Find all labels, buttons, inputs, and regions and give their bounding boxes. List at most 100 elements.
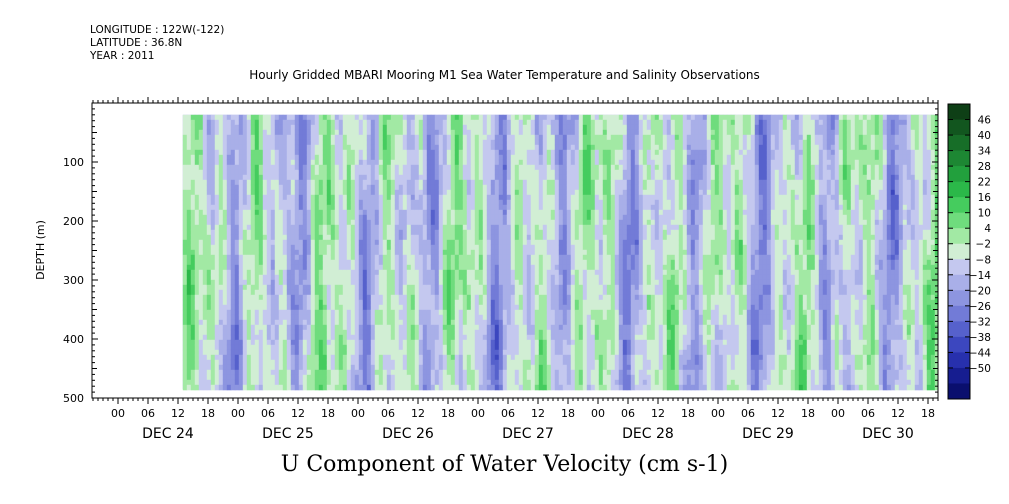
heatmap-cell: [414, 279, 420, 286]
heatmap-cell: [470, 314, 476, 321]
heatmap-cell: [454, 384, 460, 391]
heatmap-cell: [334, 349, 340, 356]
heatmap-cell: [390, 294, 396, 301]
heatmap-cell: [246, 334, 252, 341]
heatmap-cell: [214, 174, 220, 181]
heatmap-cell: [402, 294, 408, 301]
heatmap-cell: [374, 184, 380, 191]
heatmap-cell: [474, 334, 480, 341]
heatmap-cell: [218, 359, 224, 366]
heatmap-cell: [334, 129, 340, 136]
heatmap-cell: [490, 379, 496, 386]
heatmap-cell: [478, 219, 484, 226]
heatmap-cell: [246, 269, 252, 276]
heatmap-cell: [522, 179, 528, 186]
heatmap-cell: [398, 289, 404, 296]
heatmap-cell: [538, 289, 544, 296]
heatmap-cell: [230, 234, 236, 241]
heatmap-cell: [506, 124, 512, 131]
heatmap-cell: [430, 164, 436, 171]
heatmap-cell: [302, 189, 308, 196]
heatmap-cell: [538, 149, 544, 156]
heatmap-cell: [502, 314, 508, 321]
heatmap-cell: [318, 189, 324, 196]
heatmap-cell: [322, 374, 328, 381]
heatmap-cell: [470, 119, 476, 126]
heatmap-cell: [466, 174, 472, 181]
heatmap-cell: [370, 294, 376, 301]
heatmap-cell: [270, 119, 276, 126]
heatmap-cell: [330, 134, 336, 141]
heatmap-cell: [522, 224, 528, 231]
heatmap-cell: [422, 324, 428, 331]
heatmap-cell: [314, 139, 320, 146]
heatmap-cell: [342, 274, 348, 281]
heatmap-cell: [498, 359, 504, 366]
heatmap-cell: [506, 299, 512, 306]
heatmap-cell: [542, 199, 548, 206]
heatmap-cell: [466, 224, 472, 231]
heatmap-cell: [406, 229, 412, 236]
heatmap-cell: [226, 294, 232, 301]
heatmap-cell: [218, 179, 224, 186]
heatmap-cell: [194, 189, 200, 196]
heatmap-cell: [462, 334, 468, 341]
heatmap-cell: [366, 339, 372, 346]
heatmap-cell: [442, 114, 448, 121]
heatmap-cell: [214, 114, 220, 121]
heatmap-cell: [390, 374, 396, 381]
heatmap-cell: [442, 124, 448, 131]
heatmap-cell: [534, 334, 540, 341]
heatmap-cell: [510, 334, 516, 341]
heatmap-cell: [434, 174, 440, 181]
heatmap-cell: [426, 324, 432, 331]
heatmap-cell: [474, 349, 480, 356]
heatmap-cell: [402, 374, 408, 381]
heatmap-cell: [442, 279, 448, 286]
heatmap-cell: [206, 324, 212, 331]
heatmap-cell: [542, 179, 548, 186]
heatmap-cell: [410, 324, 416, 331]
heatmap-cell: [322, 144, 328, 151]
heatmap-cell: [442, 284, 448, 291]
heatmap-cell: [266, 244, 272, 251]
heatmap-cell: [462, 244, 468, 251]
heatmap-cell: [210, 274, 216, 281]
heatmap-cell: [346, 269, 352, 276]
heatmap-cell: [498, 119, 504, 126]
heatmap-cell: [470, 184, 476, 191]
heatmap-cell: [430, 154, 436, 161]
heatmap-cell: [258, 234, 264, 241]
heatmap-cell: [266, 284, 272, 291]
heatmap-cell: [378, 269, 384, 276]
heatmap-cell: [502, 214, 508, 221]
heatmap-cell: [346, 159, 352, 166]
heatmap-cell: [362, 154, 368, 161]
heatmap-cell: [434, 344, 440, 351]
heatmap-cell: [374, 344, 380, 351]
heatmap-cell: [318, 169, 324, 176]
heatmap-cell: [278, 284, 284, 291]
heatmap-cell: [378, 284, 384, 291]
heatmap-cell: [278, 359, 284, 366]
heatmap-cell: [362, 364, 368, 371]
heatmap-cell: [202, 329, 208, 336]
heatmap-cell: [314, 279, 320, 286]
heatmap-cell: [454, 214, 460, 221]
heatmap-cell: [250, 374, 256, 381]
heatmap-cell: [406, 354, 412, 361]
heatmap-cell: [342, 339, 348, 346]
heatmap-cell: [430, 384, 436, 391]
heatmap-cell: [262, 174, 268, 181]
heatmap-cell: [226, 269, 232, 276]
heatmap-cell: [538, 199, 544, 206]
heatmap-cell: [354, 379, 360, 386]
heatmap-cell: [278, 134, 284, 141]
heatmap-cell: [274, 234, 280, 241]
heatmap-cell: [486, 349, 492, 356]
heatmap-cell: [250, 164, 256, 171]
heatmap-cell: [378, 244, 384, 251]
heatmap-cell: [370, 264, 376, 271]
heatmap-cell: [342, 199, 348, 206]
heatmap-cell: [490, 354, 496, 361]
